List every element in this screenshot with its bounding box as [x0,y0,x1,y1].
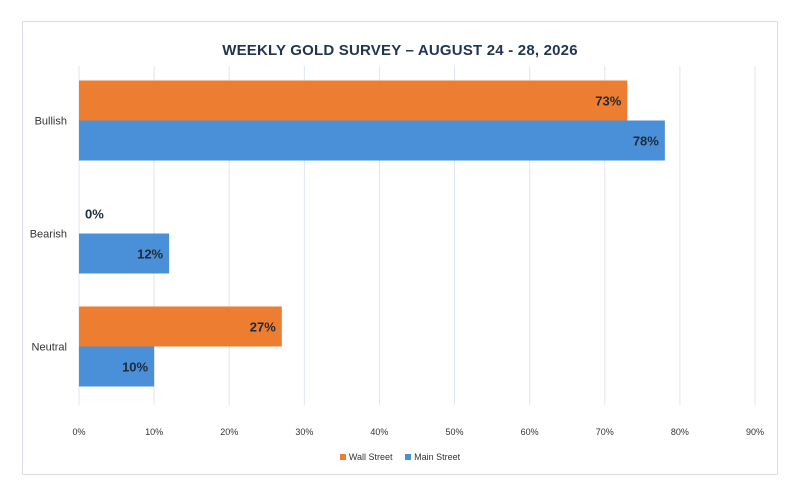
legend-label-main-street: Main Street [414,452,461,462]
data-label-main-street-bullish: 78% [633,134,659,149]
data-label-wall-street-neutral: 27% [250,320,276,335]
chart-plot: 0% 10% 20% 30% 40% 50% 60% 70% 80% 90% Bullish 73% 7… [30,66,764,437]
bar-main-street-bearish [79,233,170,274]
x-tick-label: 10% [145,427,163,437]
bar-main-street-bullish [79,120,665,161]
data-label-main-street-bearish: 12% [137,247,163,262]
data-label-main-street-neutral: 10% [122,360,148,375]
x-tick-label: 50% [446,427,464,437]
x-tick-label: 20% [220,427,238,437]
legend: Wall Street Main Street [23,452,777,462]
legend-swatch-main-street [405,454,412,460]
chart-card: WEEKLY GOLD SURVEY – AUGUST 24 - 28, 202… [22,21,778,475]
legend-item-main-street: Main Street [405,452,460,462]
bar-main-street-neutral [79,346,155,387]
x-tick-label: 70% [596,427,614,437]
x-tick-label: 80% [671,427,689,437]
x-tick-label: 90% [746,427,764,437]
category-label-bullish: Bullish [35,116,67,128]
data-label-wall-street-bullish: 73% [595,94,621,109]
data-label-wall-street-bearish: 0% [85,207,104,222]
x-tick-label: 30% [295,427,313,437]
bar-wall-street-bullish [79,80,628,121]
chart-title: WEEKLY GOLD SURVEY – AUGUST 24 - 28, 202… [222,42,578,59]
bar-wall-street-neutral [79,306,282,347]
legend-item-wall-street: Wall Street [339,452,393,462]
category-label-neutral: Neutral [32,342,67,354]
category-label-bearish: Bearish [30,229,67,241]
x-tick-label: 60% [521,427,539,437]
x-tick-label: 40% [370,427,388,437]
x-tick-label: 0% [72,427,85,437]
legend-label-wall-street: Wall Street [348,452,393,462]
legend-swatch-wall-street [339,454,346,460]
